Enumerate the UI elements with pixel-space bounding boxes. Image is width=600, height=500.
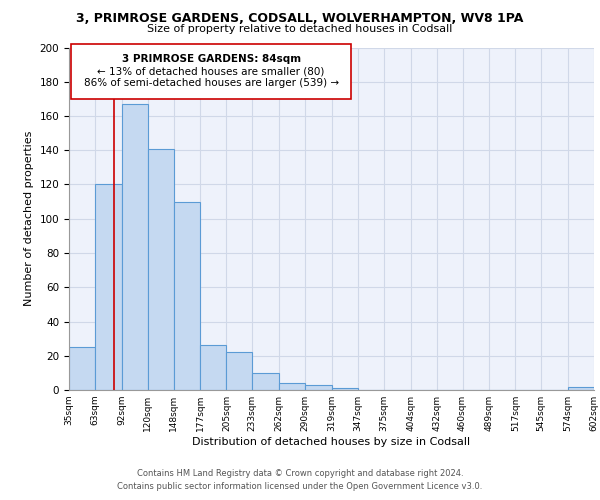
Bar: [122, 104, 148, 390]
Bar: [148, 148, 173, 390]
X-axis label: Distribution of detached houses by size in Codsall: Distribution of detached houses by size …: [193, 437, 470, 447]
Bar: [305, 385, 332, 390]
Bar: [568, 386, 594, 390]
Bar: [173, 202, 200, 390]
FancyBboxPatch shape: [71, 44, 352, 99]
Bar: [332, 388, 358, 390]
Bar: [279, 383, 305, 390]
Text: Contains public sector information licensed under the Open Government Licence v3: Contains public sector information licen…: [118, 482, 482, 491]
Bar: [200, 346, 226, 390]
Text: Contains HM Land Registry data © Crown copyright and database right 2024.: Contains HM Land Registry data © Crown c…: [137, 468, 463, 477]
Bar: [253, 373, 279, 390]
Text: Size of property relative to detached houses in Codsall: Size of property relative to detached ho…: [148, 24, 452, 34]
Text: ← 13% of detached houses are smaller (80): ← 13% of detached houses are smaller (80…: [97, 66, 325, 76]
Y-axis label: Number of detached properties: Number of detached properties: [24, 131, 34, 306]
Bar: [95, 184, 122, 390]
Bar: [69, 347, 95, 390]
Bar: [226, 352, 253, 390]
Text: 3 PRIMROSE GARDENS: 84sqm: 3 PRIMROSE GARDENS: 84sqm: [122, 54, 301, 64]
Text: 86% of semi-detached houses are larger (539) →: 86% of semi-detached houses are larger (…: [83, 78, 338, 88]
Text: 3, PRIMROSE GARDENS, CODSALL, WOLVERHAMPTON, WV8 1PA: 3, PRIMROSE GARDENS, CODSALL, WOLVERHAMP…: [76, 12, 524, 26]
